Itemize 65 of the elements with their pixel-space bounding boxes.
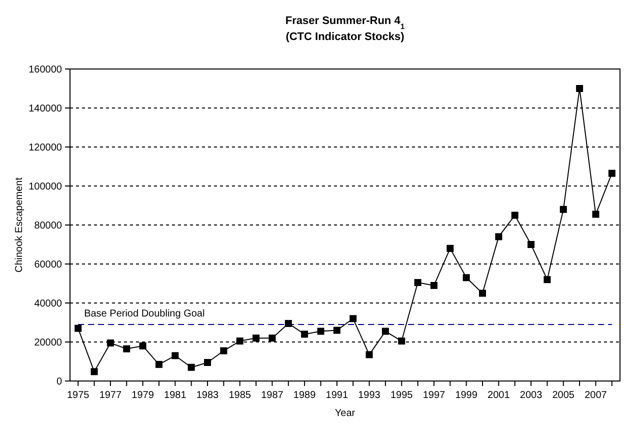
- x-tick-label: 2007: [584, 390, 608, 401]
- point: [544, 276, 551, 284]
- point: [382, 328, 389, 335]
- point: [333, 326, 340, 334]
- x-tick-label: 1995: [390, 390, 414, 401]
- point: [479, 290, 486, 297]
- point: [284, 320, 292, 327]
- point: [350, 315, 357, 322]
- chart-subtitle: (CTC Indicator Stocks): [286, 31, 405, 43]
- point: [106, 339, 114, 346]
- point: [139, 342, 146, 350]
- x-tick-label: 1993: [358, 390, 381, 401]
- point: [414, 279, 422, 286]
- point: [511, 212, 518, 219]
- point: [317, 328, 324, 335]
- point: [528, 241, 535, 248]
- point: [576, 85, 584, 92]
- x-tick-label: 2005: [552, 390, 575, 401]
- point: [430, 282, 438, 289]
- y-tick-label: 80000: [34, 220, 62, 232]
- x-tick-label: 2001: [488, 390, 510, 401]
- y-axis-title: Chinook Escapement: [14, 177, 25, 273]
- point: [172, 352, 179, 360]
- y-tick-label: 120000: [28, 142, 62, 154]
- point: [90, 368, 98, 376]
- point: [398, 338, 406, 345]
- point: [123, 345, 130, 352]
- x-tick-label: 1999: [455, 390, 478, 401]
- y-tick-label: 40000: [34, 298, 62, 310]
- ref-line-label: Base Period Doubling Goal: [84, 308, 205, 320]
- point: [220, 347, 228, 354]
- y-tick-label: 0: [56, 376, 62, 388]
- y-tick-label: 60000: [34, 260, 62, 270]
- point: [252, 334, 260, 342]
- x-tick-label: 1975: [66, 390, 90, 401]
- point: [560, 206, 567, 213]
- point: [204, 358, 211, 366]
- x-tick-label: 1977: [99, 390, 122, 401]
- point: [236, 338, 244, 345]
- x-tick-label: 1983: [196, 390, 220, 401]
- x-tick-label: 1997: [422, 390, 446, 401]
- point: [608, 170, 616, 177]
- x-tick-label: 1991: [326, 390, 348, 401]
- x-axis-title: Year: [334, 408, 356, 419]
- point: [268, 334, 276, 342]
- y-tick-label: 100000: [28, 182, 62, 192]
- x-tick-label: 1981: [164, 390, 187, 401]
- x-tick-label: 1987: [261, 390, 284, 401]
- x-tick-label: 1985: [228, 390, 252, 401]
- y-tick-label: 20000: [34, 338, 62, 348]
- x-tick-label: 1979: [132, 390, 154, 401]
- y-tick-label: 140000: [28, 104, 62, 114]
- point: [366, 351, 373, 358]
- point: [446, 244, 454, 252]
- point: [495, 233, 502, 240]
- point: [155, 360, 162, 368]
- point: [592, 210, 600, 218]
- chart-title: Fraser Summer-Run 4$_{1}$: [285, 15, 406, 30]
- point: [301, 330, 308, 338]
- point: [462, 274, 470, 282]
- x-tick-label: 2003: [520, 390, 543, 401]
- point: [74, 324, 82, 332]
- point: [188, 364, 195, 371]
- y-tick-label: 160000: [28, 64, 62, 76]
- x-tick-label: 1989: [293, 390, 316, 401]
